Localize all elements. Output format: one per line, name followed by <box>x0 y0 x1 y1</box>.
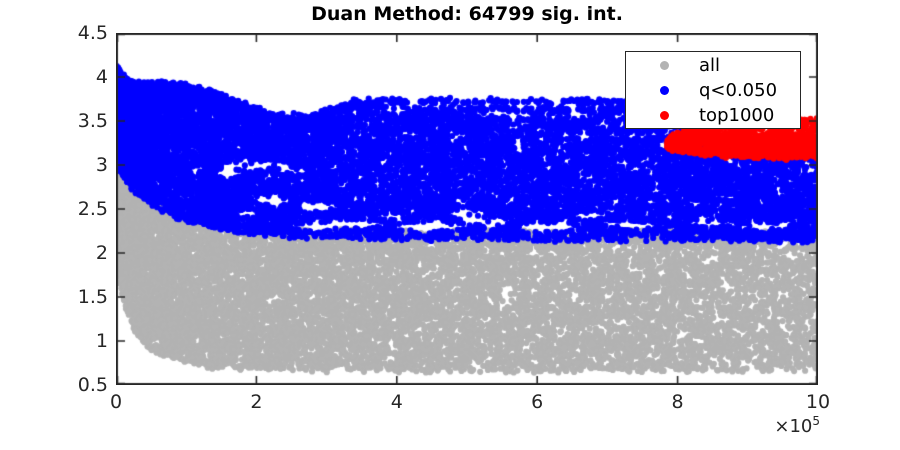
x-tick-label: 6 <box>531 391 544 413</box>
legend-item-q: q<0.050 <box>626 78 800 103</box>
chart-title: Duan Method: 64799 sig. int. <box>311 3 623 25</box>
y-tick-label: 0.5 <box>77 374 108 396</box>
x-tick-label: 2 <box>250 391 263 413</box>
legend-marker-all-icon <box>660 60 669 70</box>
y-tick-label: 4 <box>95 66 108 88</box>
x-tick-label: 4 <box>390 391 403 413</box>
y-tick-label: 4.5 <box>77 22 108 44</box>
y-tick-label: 2.5 <box>77 198 108 220</box>
multiplier-exponent: 5 <box>812 414 820 428</box>
y-tick-label: 3 <box>95 154 108 176</box>
y-tick-label: 1 <box>95 330 108 352</box>
legend-label-top1000: top1000 <box>699 104 775 126</box>
legend-label-q: q<0.050 <box>699 79 778 101</box>
x-tick-label: 10 <box>805 391 831 413</box>
x-tick-label: 8 <box>671 391 684 413</box>
y-tick-label: 1.5 <box>77 286 108 308</box>
legend-marker-top1000-icon <box>660 110 669 120</box>
legend: all q<0.050 top1000 <box>625 51 801 129</box>
y-tick-label: 2 <box>95 242 108 264</box>
legend-marker-q-icon <box>660 85 669 95</box>
legend-label-all: all <box>699 54 721 76</box>
x-tick-label: 0 <box>109 391 123 413</box>
y-tick-label: 3.5 <box>77 110 108 132</box>
legend-item-top1000: top1000 <box>626 103 800 128</box>
x-axis-multiplier: ×105 <box>700 414 820 437</box>
multiplier-base: ×10 <box>774 416 813 437</box>
legend-item-all: all <box>626 53 800 78</box>
